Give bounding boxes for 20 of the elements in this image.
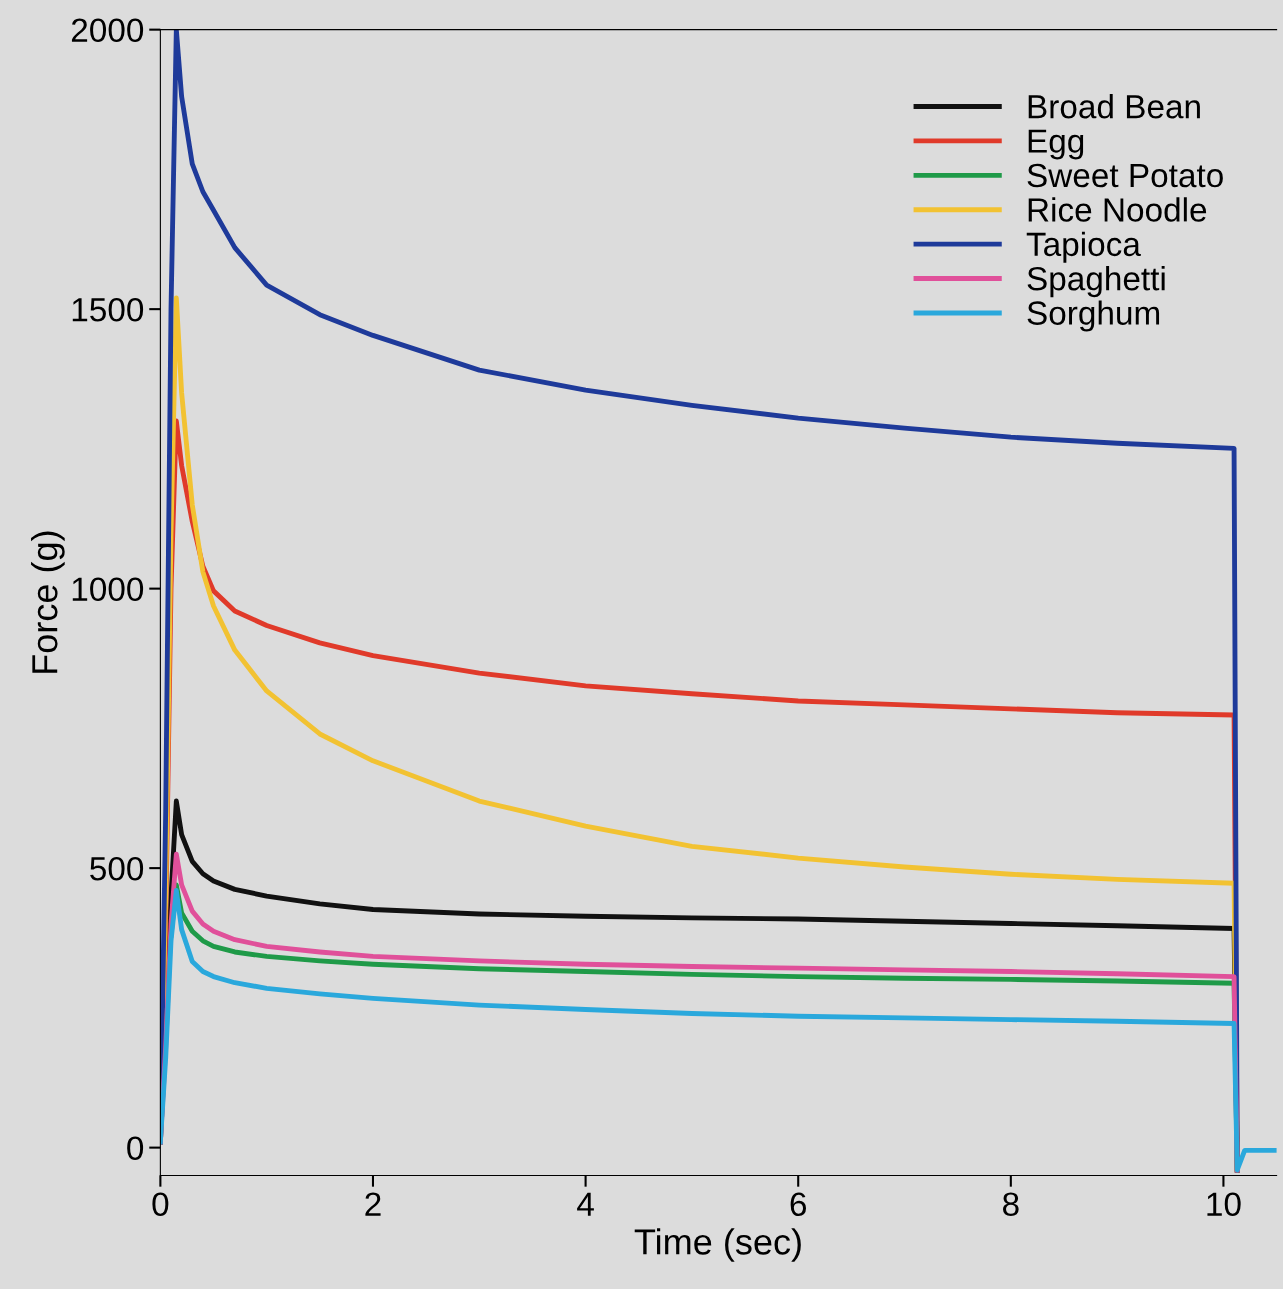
y-tick-label: 2000	[71, 18, 144, 43]
y-tick-label: 500	[90, 856, 144, 881]
x-tick-label: 10	[1207, 1192, 1241, 1217]
y-axis-title: Force (g)	[31, 531, 65, 673]
x-tick-label: 8	[1003, 1192, 1019, 1217]
x-axis-title: Time (sec)	[634, 1228, 801, 1262]
legend-label: Egg	[1028, 129, 1084, 160]
legend-label: Sorghum	[1027, 300, 1160, 332]
legend-label: Tapioca	[1026, 231, 1141, 263]
y-tick-label: 0	[127, 1136, 144, 1161]
legend-label: Broad Bean	[1028, 94, 1200, 119]
x-tick-label: 4	[577, 1192, 594, 1216]
legend-label: Sweet Potato	[1027, 163, 1223, 188]
x-tick-label: 0	[152, 1192, 169, 1217]
x-tick-label: 6	[790, 1192, 807, 1217]
y-tick-label: 1500	[72, 297, 144, 322]
legend-label: Spaghetti	[1027, 266, 1165, 298]
legend-label: Rice Noodle	[1028, 197, 1207, 222]
y-tick-label: 1000	[72, 577, 144, 602]
x-tick-label: 2	[365, 1192, 381, 1216]
